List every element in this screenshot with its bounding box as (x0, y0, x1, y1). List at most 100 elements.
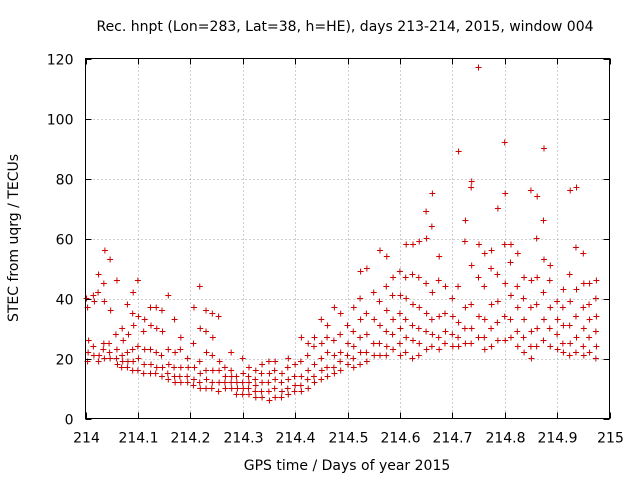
data-point (124, 301, 131, 308)
data-point (130, 289, 137, 296)
data-point (580, 343, 587, 350)
data-point (196, 358, 203, 365)
data-point (396, 340, 403, 347)
data-point (410, 337, 416, 344)
y-tick-label: 0 (65, 413, 74, 429)
data-point (468, 340, 475, 347)
data-point (216, 358, 223, 365)
data-point (240, 385, 247, 392)
data-point (455, 148, 462, 155)
data-point (534, 274, 541, 281)
data-point (592, 295, 599, 302)
data-point (481, 334, 488, 341)
data-point (197, 385, 204, 392)
data-point (171, 364, 178, 371)
x-tick-labels: 214 214.1 214.2 214.3 214.4 214.5 214.6 214.7 21… (73, 431, 624, 447)
data-point (416, 238, 423, 245)
data-point (566, 322, 573, 329)
data-point (415, 325, 422, 332)
data-point (567, 298, 574, 305)
data-point (130, 358, 137, 365)
data-point (540, 337, 547, 344)
data-point (363, 310, 370, 317)
data-point (324, 373, 331, 380)
data-point (363, 358, 370, 365)
data-point (120, 337, 127, 344)
data-point (370, 340, 377, 347)
data-point (383, 328, 390, 335)
data-point (449, 331, 456, 338)
data-point (259, 379, 266, 386)
data-point (376, 298, 383, 305)
data-point (573, 286, 580, 293)
data-point (285, 355, 292, 362)
data-point (402, 274, 409, 281)
data-point (462, 304, 469, 311)
data-point (547, 304, 554, 311)
data-point (185, 364, 192, 371)
data-point (423, 346, 430, 353)
data-point (324, 322, 331, 329)
data-point (153, 364, 160, 371)
data-point (148, 361, 154, 368)
data-point (171, 373, 178, 380)
data-point (528, 355, 535, 362)
data-point (258, 388, 265, 395)
data-point (370, 289, 377, 296)
data-point (461, 238, 468, 245)
data-point (291, 388, 298, 395)
plot-frame (85, 58, 610, 419)
data-point (507, 241, 514, 248)
data-point (278, 379, 285, 386)
data-point (113, 355, 120, 362)
data-point (383, 253, 390, 260)
data-point (252, 382, 259, 389)
data-point (285, 391, 292, 398)
data-point (298, 373, 305, 380)
data-point (298, 334, 305, 341)
data-point (228, 367, 235, 374)
data-point (533, 301, 540, 308)
data-point (318, 340, 325, 347)
data-point (546, 277, 553, 284)
data-point (298, 388, 305, 395)
data-point (428, 223, 435, 230)
data-point (177, 334, 184, 341)
data-point (507, 259, 514, 266)
data-point (239, 355, 246, 362)
data-point (573, 334, 580, 341)
data-point (152, 370, 159, 377)
data-point (554, 298, 561, 305)
data-point (390, 274, 397, 281)
data-point (285, 376, 292, 383)
data-point (245, 379, 252, 386)
data-point (100, 340, 107, 347)
data-point (90, 343, 97, 350)
data-point (475, 64, 482, 71)
data-point (190, 376, 197, 383)
data-point (560, 322, 567, 329)
data-point (291, 373, 298, 380)
data-point (271, 367, 278, 374)
x-tick-label: 214.6 (380, 431, 420, 447)
data-point (258, 370, 265, 377)
data-point (520, 295, 527, 302)
data-point (245, 391, 252, 398)
data-point (409, 322, 416, 329)
data-point (196, 379, 203, 386)
data-point (383, 283, 390, 290)
data-point (546, 325, 553, 332)
data-point (436, 253, 443, 260)
data-point (410, 301, 416, 308)
x-tick-label: 214.2 (170, 431, 210, 447)
data-point (357, 334, 364, 341)
data-point (119, 325, 126, 332)
data-point (216, 367, 223, 374)
y-tick-label: 100 (47, 113, 74, 129)
data-point (475, 334, 482, 341)
data-point (423, 310, 430, 317)
y-tick-label: 80 (56, 173, 74, 189)
data-point (177, 364, 184, 371)
data-point (330, 364, 337, 371)
data-point (488, 247, 495, 254)
